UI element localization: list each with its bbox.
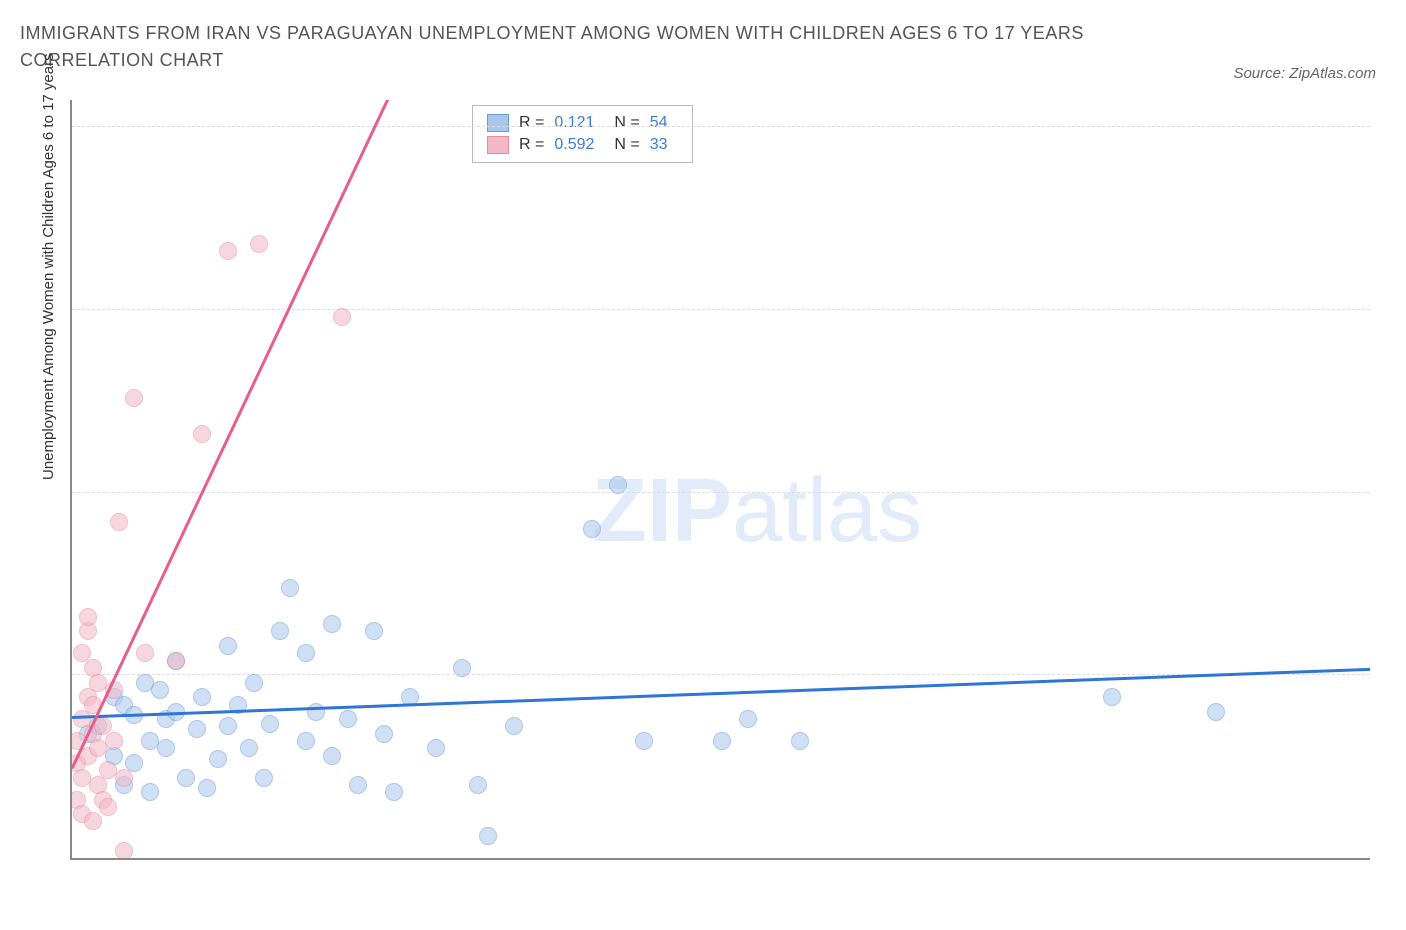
point-series-1: [245, 674, 263, 692]
gridline-h: [72, 492, 1370, 493]
point-series-1: [635, 732, 653, 750]
point-series-1: [1103, 688, 1121, 706]
point-series-1: [349, 776, 367, 794]
stat-r-label: R =: [519, 114, 544, 132]
point-series-1: [209, 750, 227, 768]
swatch-series-2: [487, 136, 509, 154]
point-series-1: [240, 739, 258, 757]
watermark-bold: ZIP: [592, 461, 732, 561]
point-series-1: [583, 520, 601, 538]
point-series-1: [297, 732, 315, 750]
point-series-1: [739, 710, 757, 728]
point-series-1: [375, 725, 393, 743]
stat-n-label: N =: [614, 136, 639, 154]
stats-row-series-1: R = 0.121 N = 54: [487, 112, 678, 134]
point-series-1: [323, 615, 341, 633]
x-tick: [852, 858, 854, 860]
stat-n-label: N =: [614, 114, 639, 132]
point-series-1: [323, 747, 341, 765]
point-series-1: [157, 739, 175, 757]
point-series-2: [79, 608, 97, 626]
source-label: Source: ZipAtlas.com: [1233, 65, 1376, 82]
point-series-1: [365, 622, 383, 640]
x-tick: [1112, 858, 1114, 860]
y-axis-title: Unemployment Among Women with Children A…: [40, 53, 57, 480]
point-series-1: [1207, 703, 1225, 721]
x-tick: [332, 858, 334, 860]
point-series-1: [427, 739, 445, 757]
point-series-2: [219, 242, 237, 260]
watermark-light: atlas: [732, 461, 922, 561]
point-series-1: [505, 717, 523, 735]
point-series-1: [713, 732, 731, 750]
stats-legend-box: R = 0.121 N = 54 R = 0.592 N = 33: [472, 105, 693, 163]
stat-r-value-1: 0.121: [554, 114, 594, 132]
gridline-h: [72, 126, 1370, 127]
point-series-2: [333, 308, 351, 326]
point-series-1: [177, 769, 195, 787]
point-series-2: [105, 732, 123, 750]
point-series-1: [453, 659, 471, 677]
point-series-1: [198, 779, 216, 797]
stat-r-value-2: 0.592: [554, 136, 594, 154]
point-series-1: [193, 688, 211, 706]
stat-n-value-2: 33: [650, 136, 668, 154]
trendline-series-1: [72, 668, 1370, 719]
point-series-1: [261, 715, 279, 733]
point-series-2: [250, 235, 268, 253]
watermark: ZIPatlas: [592, 460, 922, 563]
point-series-2: [136, 644, 154, 662]
swatch-series-1: [487, 114, 509, 132]
point-series-1: [271, 622, 289, 640]
point-series-1: [307, 703, 325, 721]
point-series-2: [167, 652, 185, 670]
x-tick: [592, 858, 594, 860]
point-series-1: [151, 681, 169, 699]
point-series-1: [339, 710, 357, 728]
stats-row-series-2: R = 0.592 N = 33: [487, 134, 678, 156]
point-series-1: [479, 827, 497, 845]
point-series-1: [219, 717, 237, 735]
point-series-2: [193, 425, 211, 443]
plot-area: ZIPatlas R = 0.121 N = 54 R = 0.592 N = …: [70, 100, 1370, 860]
point-series-1: [385, 783, 403, 801]
stat-n-value-1: 54: [650, 114, 668, 132]
point-series-1: [255, 769, 273, 787]
point-series-1: [609, 476, 627, 494]
point-series-2: [115, 769, 133, 787]
point-series-1: [141, 783, 159, 801]
point-series-1: [297, 644, 315, 662]
point-series-2: [110, 513, 128, 531]
stat-r-label: R =: [519, 136, 544, 154]
gridline-h: [72, 309, 1370, 310]
point-series-1: [469, 776, 487, 794]
point-series-1: [791, 732, 809, 750]
chart-title: IMMIGRANTS FROM IRAN VS PARAGUAYAN UNEMP…: [20, 20, 1170, 74]
point-series-1: [281, 579, 299, 597]
trendline-series-2: [71, 100, 412, 769]
point-series-2: [84, 812, 102, 830]
point-series-2: [115, 842, 133, 860]
point-series-2: [125, 389, 143, 407]
point-series-2: [99, 798, 117, 816]
point-series-1: [188, 720, 206, 738]
correlation-chart: IMMIGRANTS FROM IRAN VS PARAGUAYAN UNEMP…: [20, 20, 1386, 910]
point-series-1: [219, 637, 237, 655]
